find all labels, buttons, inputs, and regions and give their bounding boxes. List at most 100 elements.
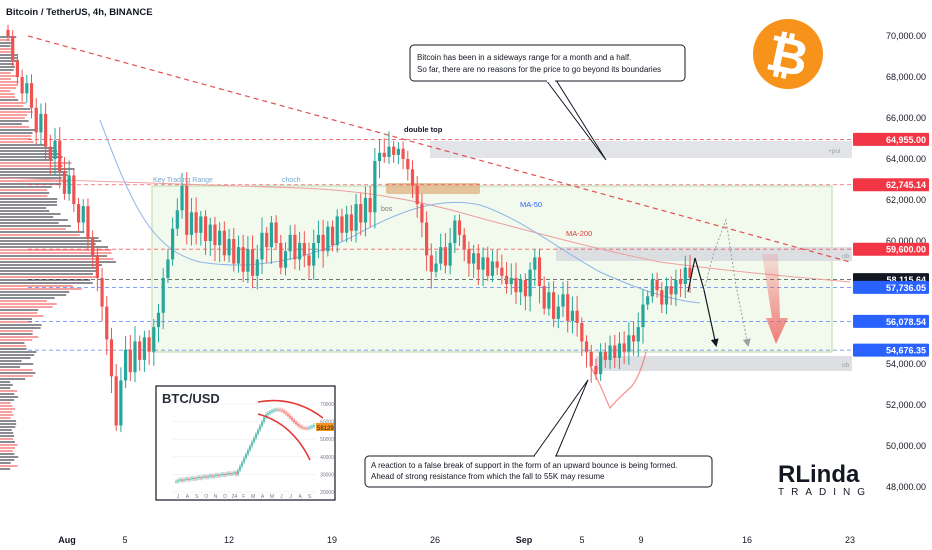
callout-top: Bitcoin has been in a sideways range for… bbox=[410, 45, 685, 81]
inset-candle-body bbox=[227, 473, 228, 474]
inset-candle-body bbox=[303, 428, 304, 429]
volume-profile-bar bbox=[0, 144, 44, 146]
volume-profile-bar bbox=[0, 396, 18, 398]
inset-candle-body bbox=[277, 410, 278, 411]
candle-body bbox=[646, 296, 649, 304]
candle-body bbox=[439, 247, 442, 263]
price-tag-label: 56,078.54 bbox=[886, 317, 926, 327]
candle-body bbox=[425, 223, 428, 256]
candle-body bbox=[608, 346, 611, 360]
candle-body bbox=[590, 352, 593, 366]
candle-body bbox=[538, 257, 541, 286]
inset-candle-body bbox=[247, 450, 248, 454]
candle-body bbox=[190, 212, 193, 235]
volume-profile-bar bbox=[0, 429, 12, 431]
candle-body bbox=[25, 83, 28, 93]
candle-body bbox=[463, 235, 466, 249]
inset-candle-body bbox=[307, 428, 308, 429]
candle-body bbox=[21, 77, 24, 93]
inset-candle-body bbox=[273, 410, 274, 411]
volume-profile-bar bbox=[0, 84, 18, 86]
volume-profile-bar bbox=[0, 132, 32, 134]
volume-profile-bar bbox=[0, 348, 27, 350]
candle-body bbox=[684, 268, 687, 284]
inset-candle-body bbox=[237, 470, 238, 474]
candle-body bbox=[420, 204, 423, 222]
volume-profile-bar bbox=[0, 213, 61, 215]
volume-profile-bar bbox=[0, 345, 26, 347]
ob-upper-label: ob bbox=[842, 253, 850, 260]
candle-body bbox=[585, 341, 588, 351]
candle-body bbox=[166, 259, 169, 277]
volume-profile-bar bbox=[0, 342, 24, 344]
candle-body bbox=[35, 108, 38, 133]
volume-profile-bar bbox=[0, 138, 31, 140]
choch-label: choch bbox=[282, 177, 301, 184]
volume-profile-bar bbox=[0, 465, 18, 467]
volume-profile-bar bbox=[0, 384, 13, 386]
volume-profile-bar bbox=[0, 351, 36, 353]
volume-profile-bar bbox=[0, 216, 53, 218]
volume-profile-bar bbox=[0, 285, 73, 287]
inset-candle-body bbox=[311, 426, 312, 427]
ma-50-label: MA-50 bbox=[520, 200, 542, 209]
price-axis-tick: 64,000.00 bbox=[886, 154, 926, 164]
volume-profile-bar bbox=[0, 255, 107, 257]
candle-body bbox=[242, 247, 245, 272]
candle-body bbox=[618, 344, 621, 358]
volume-profile-bar bbox=[0, 123, 22, 125]
volume-profile-bar bbox=[0, 447, 15, 449]
volume-profile-bar bbox=[0, 156, 63, 158]
candle-body bbox=[232, 239, 235, 264]
candle-body bbox=[345, 214, 348, 232]
volume-profile-bar bbox=[0, 63, 14, 65]
inset-candle-body bbox=[187, 479, 188, 480]
volume-profile-bar bbox=[0, 90, 10, 92]
inset-candle-body bbox=[181, 480, 182, 481]
volume-profile-bar bbox=[0, 267, 97, 269]
inset-candle-body bbox=[253, 438, 254, 442]
candle-body bbox=[260, 233, 263, 260]
price-axis-tick: 48,000.00 bbox=[886, 482, 926, 492]
candle-body bbox=[246, 249, 249, 272]
candle-body bbox=[49, 147, 52, 159]
inset-candle-body bbox=[281, 410, 282, 411]
candle-body bbox=[510, 278, 513, 284]
candle-body bbox=[566, 294, 569, 321]
candle-body bbox=[552, 292, 555, 319]
volume-profile-bar bbox=[0, 306, 53, 308]
volume-profile-bar bbox=[0, 378, 25, 380]
candle-body bbox=[576, 311, 579, 323]
candle-body bbox=[632, 335, 635, 341]
candle-body bbox=[96, 255, 99, 278]
candle-body bbox=[171, 229, 174, 260]
volume-profile-bar bbox=[0, 354, 34, 356]
volume-profile-bar bbox=[0, 108, 30, 110]
candle-body bbox=[30, 83, 33, 108]
ob-lower-label: ob bbox=[842, 362, 850, 369]
candle-body bbox=[68, 175, 71, 193]
candle-body bbox=[199, 216, 202, 232]
volume-profile-bar bbox=[0, 87, 16, 89]
volume-profile-bar bbox=[0, 99, 18, 101]
inset-candle-body bbox=[183, 480, 184, 481]
volume-profile-bar bbox=[0, 405, 12, 407]
price-tag: 57,736.05 bbox=[853, 281, 929, 294]
candle-body bbox=[434, 264, 437, 272]
price-tag: 64,955.00 bbox=[853, 133, 929, 146]
volume-profile-bar bbox=[0, 195, 48, 197]
inset-candle-body bbox=[175, 481, 176, 482]
inset-candle-body bbox=[285, 412, 286, 414]
candle-body bbox=[561, 294, 564, 306]
ma-200-label: MA-200 bbox=[566, 229, 592, 238]
candle-body bbox=[477, 253, 480, 269]
volume-profile-bar bbox=[0, 297, 55, 299]
candle-body bbox=[152, 327, 155, 352]
candle-body bbox=[133, 341, 136, 372]
bitcoin-icon: ₿ bbox=[753, 19, 823, 89]
inset-candle-body bbox=[271, 411, 272, 412]
volume-profile-bar bbox=[0, 39, 11, 41]
inset-candle-body bbox=[295, 422, 296, 424]
volume-profile-bar bbox=[0, 330, 33, 332]
